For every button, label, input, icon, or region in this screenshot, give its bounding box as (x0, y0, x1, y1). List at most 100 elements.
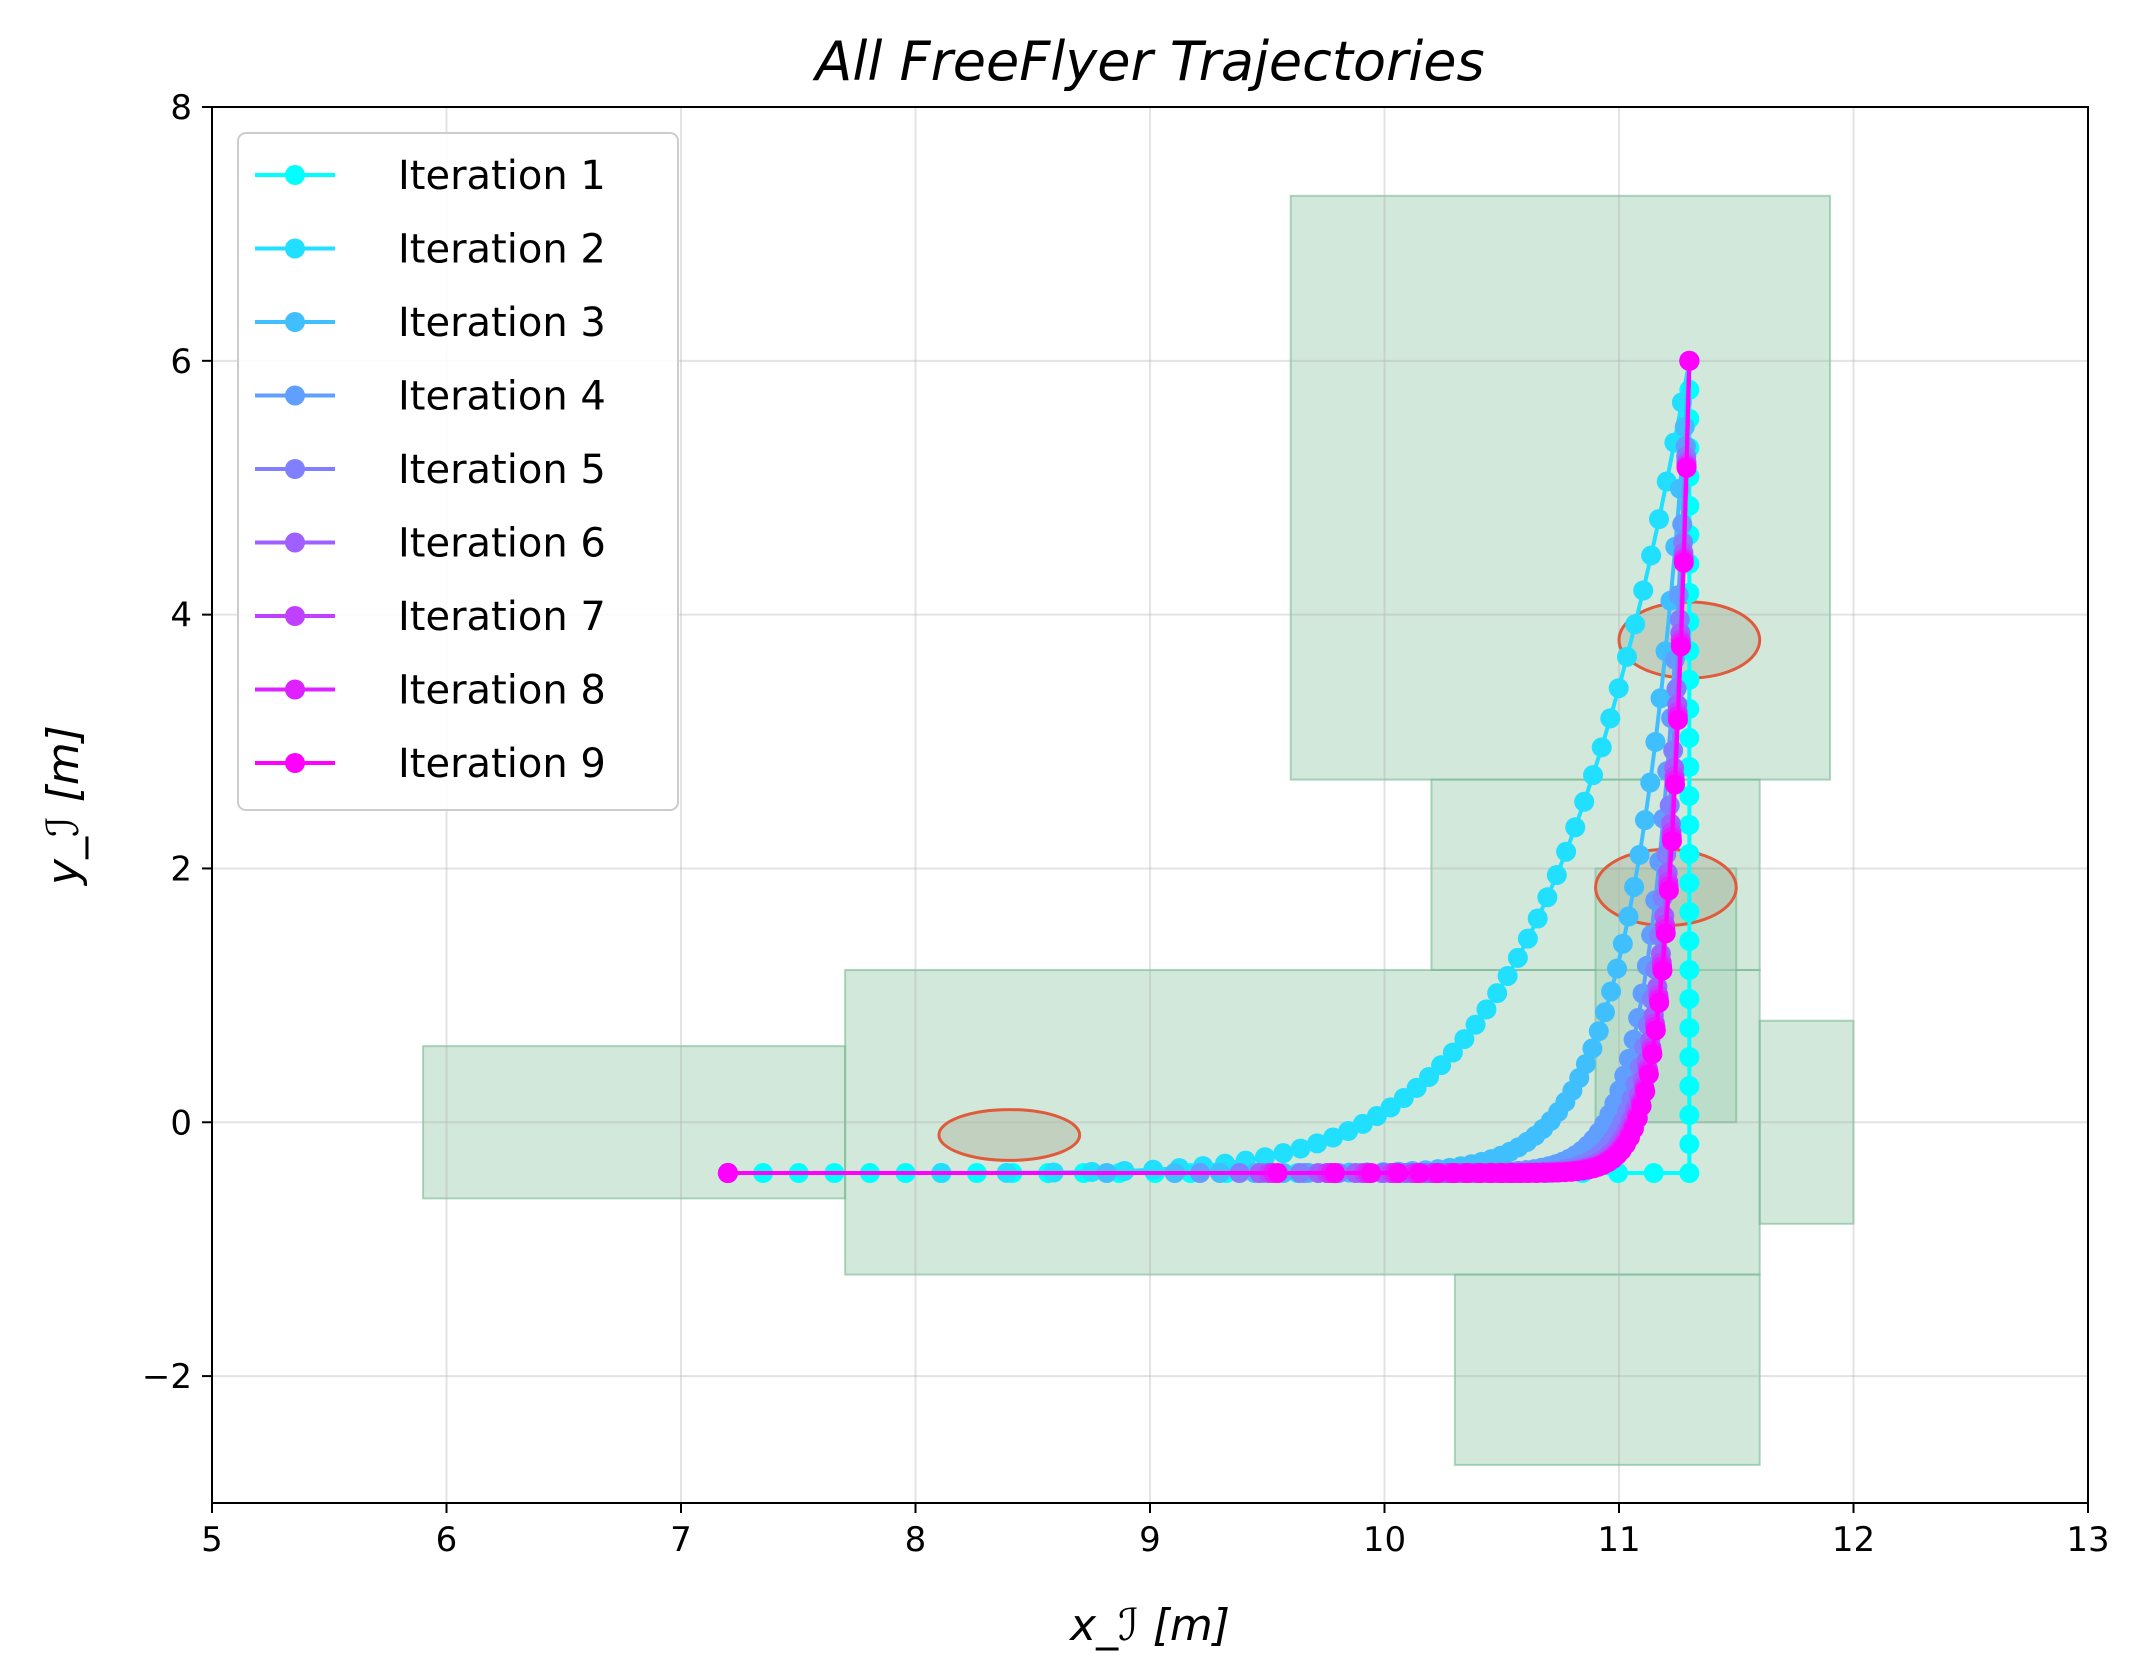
series-point (1442, 1042, 1463, 1063)
series-point (1635, 1081, 1656, 1102)
series-point (1625, 614, 1646, 635)
series-point (1465, 1014, 1486, 1035)
series-point (1267, 1163, 1288, 1184)
series-point (1273, 1143, 1294, 1164)
legend: Iteration 1 Iteration 2 Iteration 3 Iterati… (237, 132, 679, 811)
series-point (1649, 509, 1670, 530)
legend-swatch-marker (285, 459, 305, 479)
series-point (1527, 908, 1548, 929)
series-point (1591, 737, 1612, 758)
y-tick-label: −2 (142, 1357, 192, 1397)
series-point (1643, 1163, 1664, 1184)
legend-label: Iteration 4 (398, 374, 606, 420)
legend-label: Iteration 9 (398, 741, 606, 787)
legend-label: Iteration 6 (398, 521, 606, 567)
series-point (1556, 841, 1577, 862)
chart-title: All FreeFlyer Trajectories (812, 30, 1484, 93)
legend-box (237, 132, 679, 811)
series-point (1487, 983, 1508, 1004)
free-space-regions (422, 194, 1855, 1466)
series-point (1546, 865, 1567, 886)
legend-swatch-marker (285, 532, 305, 553)
y-axis-title: y_ℐ [m] (38, 725, 89, 887)
series-point (1537, 887, 1558, 908)
series-point (1634, 810, 1655, 831)
series-point (1583, 765, 1604, 786)
legend-swatch-marker (285, 606, 305, 626)
series-point (1574, 791, 1595, 812)
series-point (1431, 1055, 1452, 1076)
series-point (1679, 1163, 1700, 1184)
series-point (1476, 999, 1497, 1020)
x-tick-label: 13 (2066, 1520, 2109, 1560)
series-point (1679, 814, 1700, 835)
series-point (1612, 933, 1633, 954)
series-point (1640, 772, 1661, 793)
legend-item-6: Iteration 6 (255, 521, 606, 567)
legend-label: Iteration 1 (398, 153, 606, 199)
series-point (1629, 844, 1650, 865)
series-point (1679, 901, 1700, 922)
series-point (1670, 636, 1691, 657)
legend-swatch-marker (285, 385, 305, 406)
legend-item-4: Iteration 4 (255, 374, 606, 420)
series-point (1679, 1076, 1700, 1097)
legend-label: Iteration 5 (398, 447, 606, 493)
series-point (1254, 1147, 1275, 1168)
series-point (1679, 785, 1700, 806)
series-point (1582, 1038, 1603, 1059)
series-point (1649, 992, 1670, 1013)
series-point (1624, 876, 1645, 897)
legend-item-9: Iteration 9 (255, 741, 606, 787)
series-point (1588, 1021, 1609, 1042)
series-point (1517, 928, 1538, 949)
series-point (717, 1163, 738, 1184)
legend-swatch-marker (285, 753, 305, 773)
trajectory-series (717, 350, 1700, 1184)
series-point (1361, 1163, 1382, 1184)
legend-item-1: Iteration 1 (255, 153, 606, 199)
series-point (1594, 1002, 1615, 1023)
y-tick-label: 8 (170, 88, 192, 128)
legend-label: Iteration 7 (398, 594, 606, 640)
x-tick-label: 8 (905, 1520, 927, 1560)
series-point (1679, 1105, 1700, 1126)
series-point (1658, 880, 1679, 901)
series-point (1655, 923, 1676, 944)
legend-swatch-marker (285, 238, 305, 259)
series-point (1679, 1047, 1700, 1068)
series-point (1324, 1163, 1345, 1184)
series-point (1575, 1053, 1596, 1074)
x-tick-label: 5 (201, 1520, 223, 1560)
y-tick-label: 0 (170, 1103, 192, 1143)
series-point (1676, 457, 1697, 478)
series-point (1679, 1134, 1700, 1155)
series-point (1388, 1163, 1409, 1184)
series-point (1664, 774, 1685, 795)
legend-item-2: Iteration 2 (255, 227, 606, 273)
series-point (1454, 1029, 1475, 1050)
x-tick-label: 12 (1832, 1520, 1875, 1560)
legend-label: Iteration 2 (398, 227, 606, 273)
series-point (1601, 981, 1622, 1002)
series-point (1565, 817, 1586, 838)
free-region-6 (1758, 1019, 1855, 1225)
legend-item-7: Iteration 7 (255, 594, 606, 640)
x-axis-title: x_ℐ [m] (1068, 1600, 1230, 1651)
legend-label: Iteration 3 (398, 300, 606, 346)
series-point (1633, 580, 1654, 601)
series-point (1679, 756, 1700, 777)
series-point (1645, 1020, 1666, 1041)
series-point (1667, 709, 1688, 730)
series-point (1650, 688, 1671, 709)
series-point (1679, 959, 1700, 980)
x-tick-label: 9 (1139, 1520, 1161, 1560)
series-point (1638, 1064, 1659, 1085)
axis-ticks: 5 6 7 8 9 10 11 12 13 −2 0 2 4 6 8 (142, 88, 2110, 1560)
series-point (1661, 831, 1682, 852)
series-point (1409, 1163, 1430, 1184)
series-point (1290, 1138, 1311, 1159)
free-region-5 (1453, 1273, 1761, 1466)
x-tick-label: 10 (1363, 1520, 1406, 1560)
